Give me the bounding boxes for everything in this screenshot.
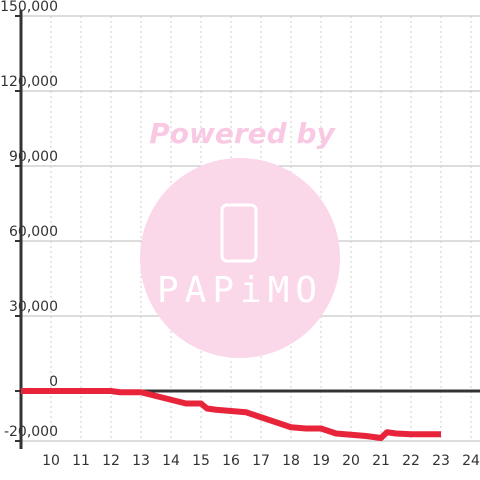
x-tick-label: 11 [72,453,90,469]
y-tick-label: 60,000 [9,224,58,240]
x-tick-label: 24 [462,453,480,469]
y-tick-label: 90,000 [9,149,58,165]
watermark-circle [140,158,340,358]
y-tick-label: 150,000 [0,0,58,15]
x-tick-label: 15 [192,453,210,469]
line-series [21,388,441,441]
x-tick-label: 22 [402,453,420,469]
x-tick-label: 13 [132,453,150,469]
y-tick-label: 0 [49,374,58,390]
watermark-text: Powered by [149,117,336,150]
x-tick-label: 12 [102,453,120,469]
x-tick-label: 16 [222,453,240,469]
x-tick-label: 18 [282,453,300,469]
watermark-icon [220,203,258,263]
x-tick-label: 14 [162,453,180,469]
watermark-logo: PAPiMO [157,270,323,311]
x-tick-label: 21 [372,453,390,469]
y-tick-label: 30,000 [9,299,58,315]
x-tick-label: 20 [342,453,360,469]
y-tick-label: -20,000 [4,424,58,440]
x-tick-label: 17 [252,453,270,469]
x-tick-label: 10 [42,453,60,469]
x-tick-label: 19 [312,453,330,469]
y-tick-label: 120,000 [0,74,58,90]
x-tick-label: 23 [432,453,450,469]
